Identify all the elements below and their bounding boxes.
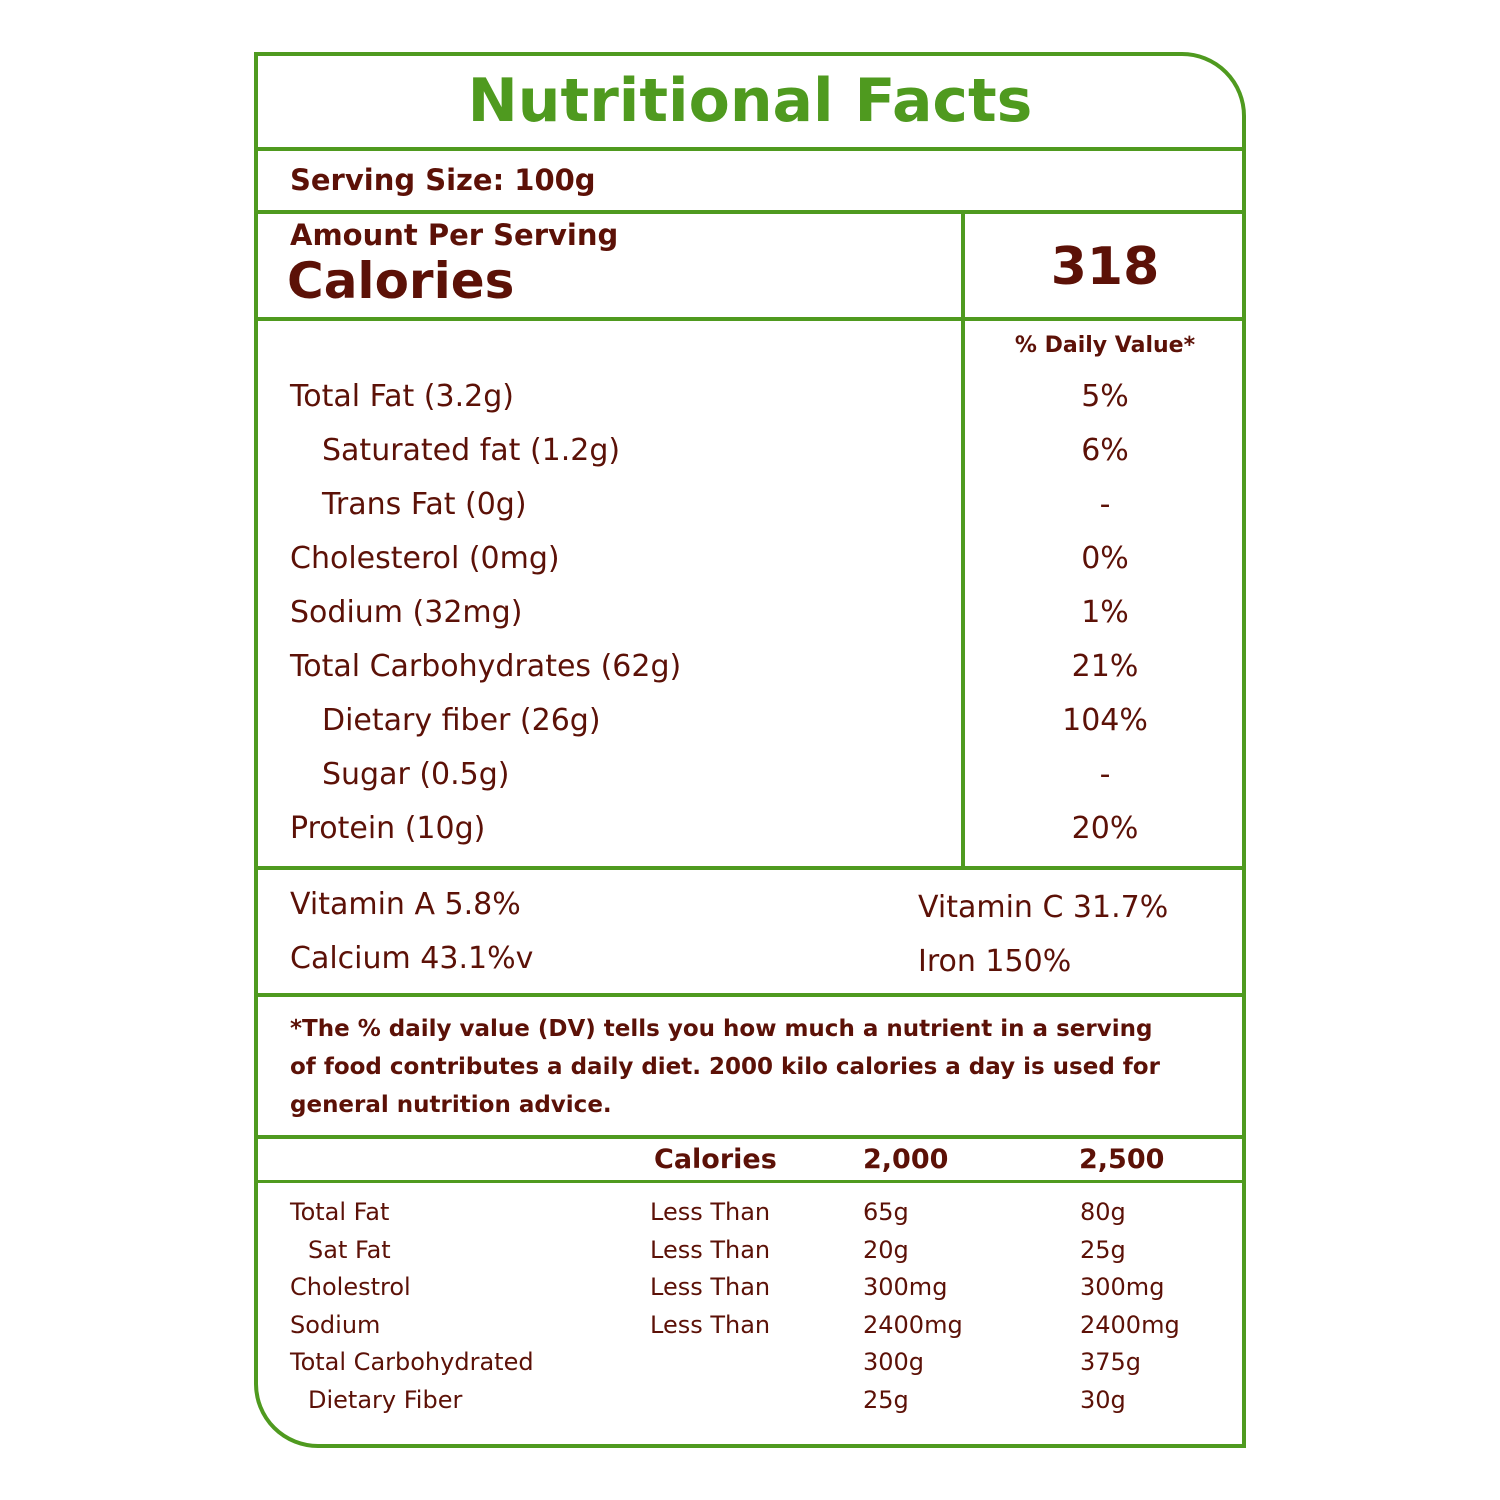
table-row-name: Dietary Fiber xyxy=(308,1386,463,1414)
divider-serving xyxy=(254,210,1246,214)
table-row-2000: 300g xyxy=(863,1348,925,1376)
table-row-name: Sodium xyxy=(290,1311,381,1339)
nutrition-label-frame xyxy=(254,52,1246,1448)
table-row-limit: Less Than xyxy=(650,1273,771,1301)
iron: Iron 150% xyxy=(918,944,1072,979)
table-row-name: Total Carbohydrated xyxy=(290,1348,534,1376)
table-row-2500: 300mg xyxy=(1080,1273,1165,1301)
calcium: Calcium 43.1%v xyxy=(290,941,534,976)
table-row-2000: 25g xyxy=(863,1386,909,1414)
nutrient-dv: - xyxy=(1099,487,1111,522)
nutrient-dv: 6% xyxy=(1081,433,1129,468)
table-row-2000: 300mg xyxy=(863,1273,948,1301)
table-row-2000: 2400mg xyxy=(863,1311,963,1339)
footnote-line: *The % daily value (DV) tells you how mu… xyxy=(290,1016,1153,1042)
table-row-2500: 2400mg xyxy=(1080,1311,1180,1339)
table-header-2000: 2,000 xyxy=(863,1144,949,1175)
nutrient-name: Dietary fiber (26g) xyxy=(322,703,601,738)
label-title: Nutritional Facts xyxy=(467,66,1033,136)
divider-title xyxy=(254,147,1246,151)
table-row-name: Total Fat xyxy=(290,1198,390,1226)
footnote-line: general nutrition advice. xyxy=(290,1092,612,1118)
nutrient-dv: 21% xyxy=(1071,649,1139,684)
table-header-2500: 2,500 xyxy=(1079,1144,1165,1175)
divider-nutrients xyxy=(254,866,1246,870)
table-row-2000: 65g xyxy=(863,1198,909,1226)
divider-dv-vertical xyxy=(961,319,965,868)
nutrient-dv: 20% xyxy=(1071,811,1139,846)
table-row-2000: 20g xyxy=(863,1236,909,1264)
table-row-name: Cholestrol xyxy=(290,1273,411,1301)
divider-table-header xyxy=(254,1180,1246,1183)
table-row-name: Sat Fat xyxy=(308,1236,391,1264)
table-row-limit: Less Than xyxy=(650,1311,771,1339)
amount-per-serving: Amount Per Serving xyxy=(290,218,619,252)
calories-label: Calories xyxy=(287,252,515,310)
nutrient-name: Trans Fat (0g) xyxy=(322,487,527,522)
nutrient-name: Sugar (0.5g) xyxy=(322,757,510,792)
table-row-limit: Less Than xyxy=(650,1198,771,1226)
serving-size: Serving Size: 100g xyxy=(290,163,596,197)
table-row-2500: 30g xyxy=(1080,1386,1126,1414)
divider-calories-vertical xyxy=(961,212,965,318)
nutrient-name: Sodium (32mg) xyxy=(290,595,523,630)
vitamin-c: Vitamin C 31.7% xyxy=(918,890,1169,925)
nutrient-dv: 104% xyxy=(1062,703,1148,738)
nutrient-name: Total Fat (3.2g) xyxy=(290,379,514,414)
daily-value-header: % Daily Value* xyxy=(1014,333,1196,358)
footnote-line: of food contributes a daily diet. 2000 k… xyxy=(290,1054,1160,1080)
table-row-limit: Less Than xyxy=(650,1236,771,1264)
table-header-calories: Calories xyxy=(654,1144,777,1175)
nutrient-dv: 5% xyxy=(1081,379,1129,414)
nutrient-name: Cholesterol (0mg) xyxy=(290,541,560,576)
divider-vitamins xyxy=(254,993,1246,997)
table-row-2500: 375g xyxy=(1080,1348,1142,1376)
nutrient-name: Protein (10g) xyxy=(290,811,486,846)
nutrient-dv: - xyxy=(1099,757,1111,792)
table-row-2500: 25g xyxy=(1080,1236,1126,1264)
footnote: *The % daily value (DV) tells you how mu… xyxy=(290,1010,1160,1124)
divider-calories xyxy=(254,317,1246,321)
nutrient-name: Saturated fat (1.2g) xyxy=(322,433,621,468)
nutrient-dv: 1% xyxy=(1081,595,1129,630)
nutrient-dv: 0% xyxy=(1081,541,1129,576)
divider-footnote xyxy=(254,1135,1246,1139)
nutrient-name: Total Carbohydrates (62g) xyxy=(290,649,682,684)
vitamin-a: Vitamin A 5.8% xyxy=(290,887,521,922)
calories-value: 318 xyxy=(1050,237,1160,297)
table-row-2500: 80g xyxy=(1080,1198,1126,1226)
